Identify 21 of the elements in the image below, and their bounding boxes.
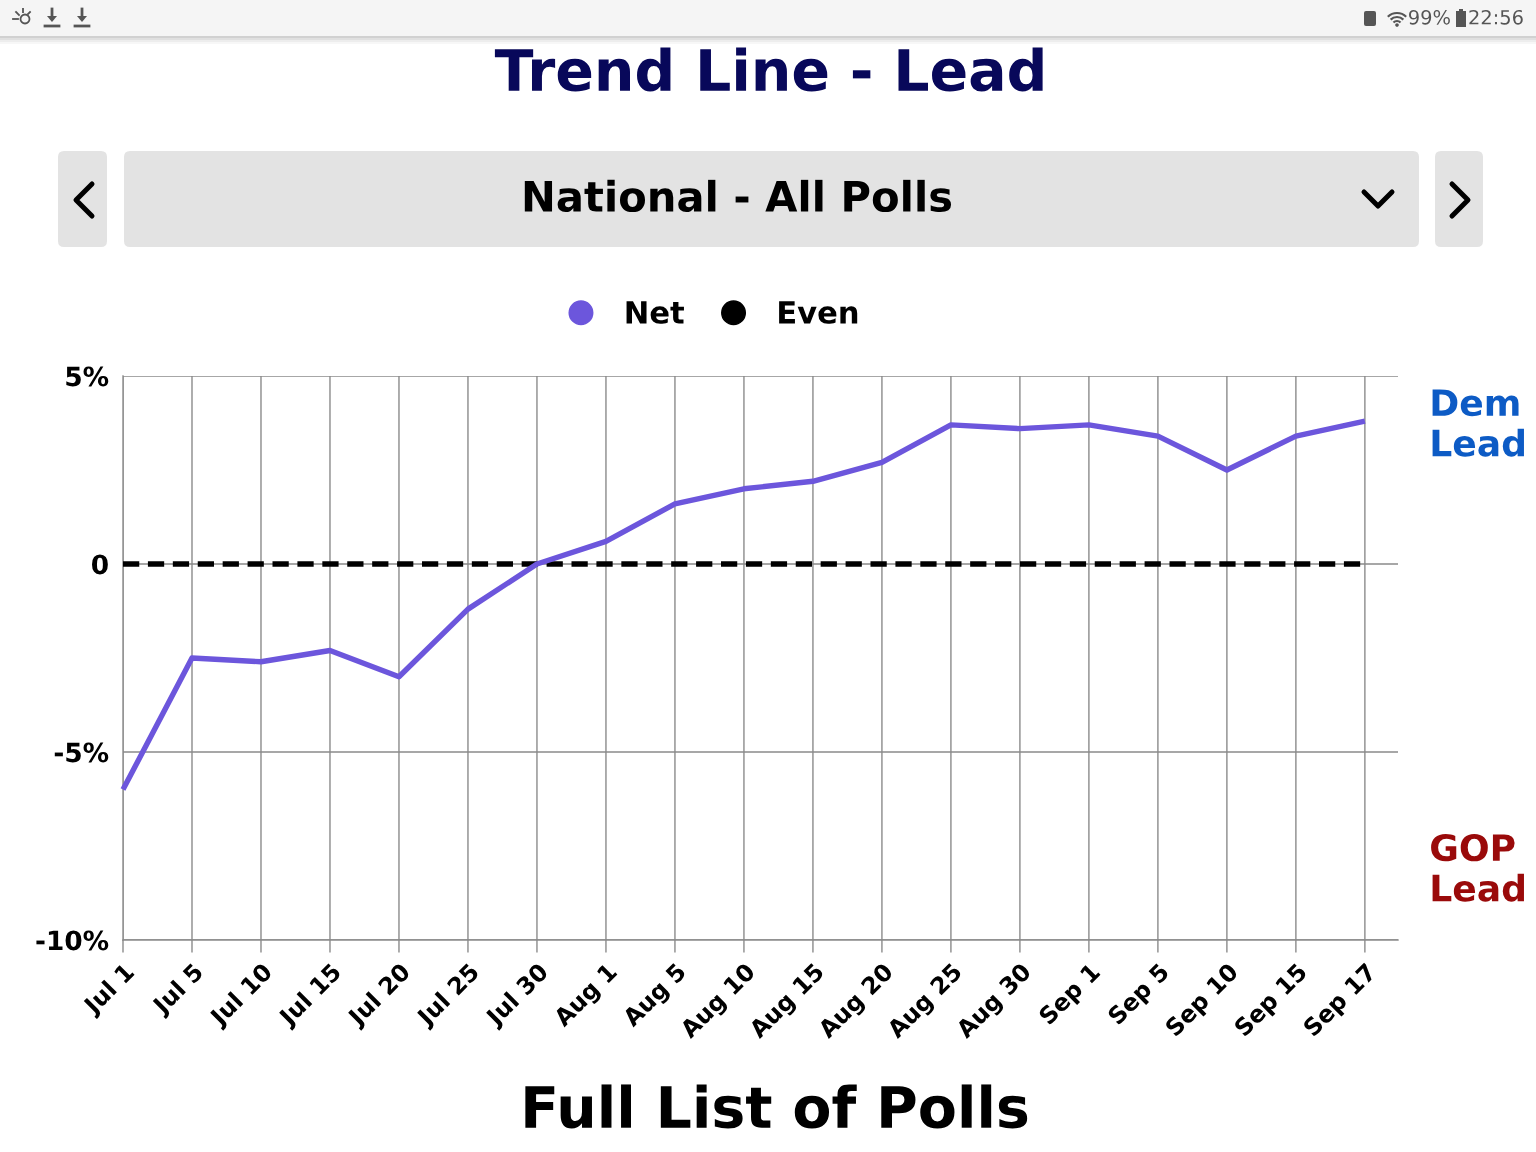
text: 99% xyxy=(1409,9,1450,25)
y-tick-label: 0 xyxy=(92,554,108,575)
legend-label: Net xyxy=(626,301,684,324)
text: GOP Lead xyxy=(1431,833,1524,902)
chart-title: Trend Line - Lead xyxy=(494,47,1043,92)
x-tick-label: Jul 30 xyxy=(483,961,553,1031)
x-tick-label: Jul 10 xyxy=(207,961,277,1031)
y-tick-label: -10% xyxy=(36,930,109,951)
x-tick-label: Jul 20 xyxy=(345,961,415,1031)
chart-subtitle: National - All Polls xyxy=(524,179,952,213)
x-tick-label: Sep 1 xyxy=(1037,962,1104,1029)
legend-label: Even xyxy=(779,301,858,324)
x-tick-label: Jul 1 xyxy=(80,961,138,1020)
x-tick-label: Jul 25 xyxy=(414,962,483,1031)
text: 22:56 xyxy=(1469,9,1523,25)
text: Dem Lead xyxy=(1432,389,1524,457)
y-tick-label: 5% xyxy=(66,366,109,387)
x-tick-label: Jul 5 xyxy=(149,962,207,1020)
x-tick-label: Jul 15 xyxy=(276,962,345,1031)
y-tick-label: -5% xyxy=(54,742,109,763)
text: Full List of Polls xyxy=(525,1084,1028,1129)
